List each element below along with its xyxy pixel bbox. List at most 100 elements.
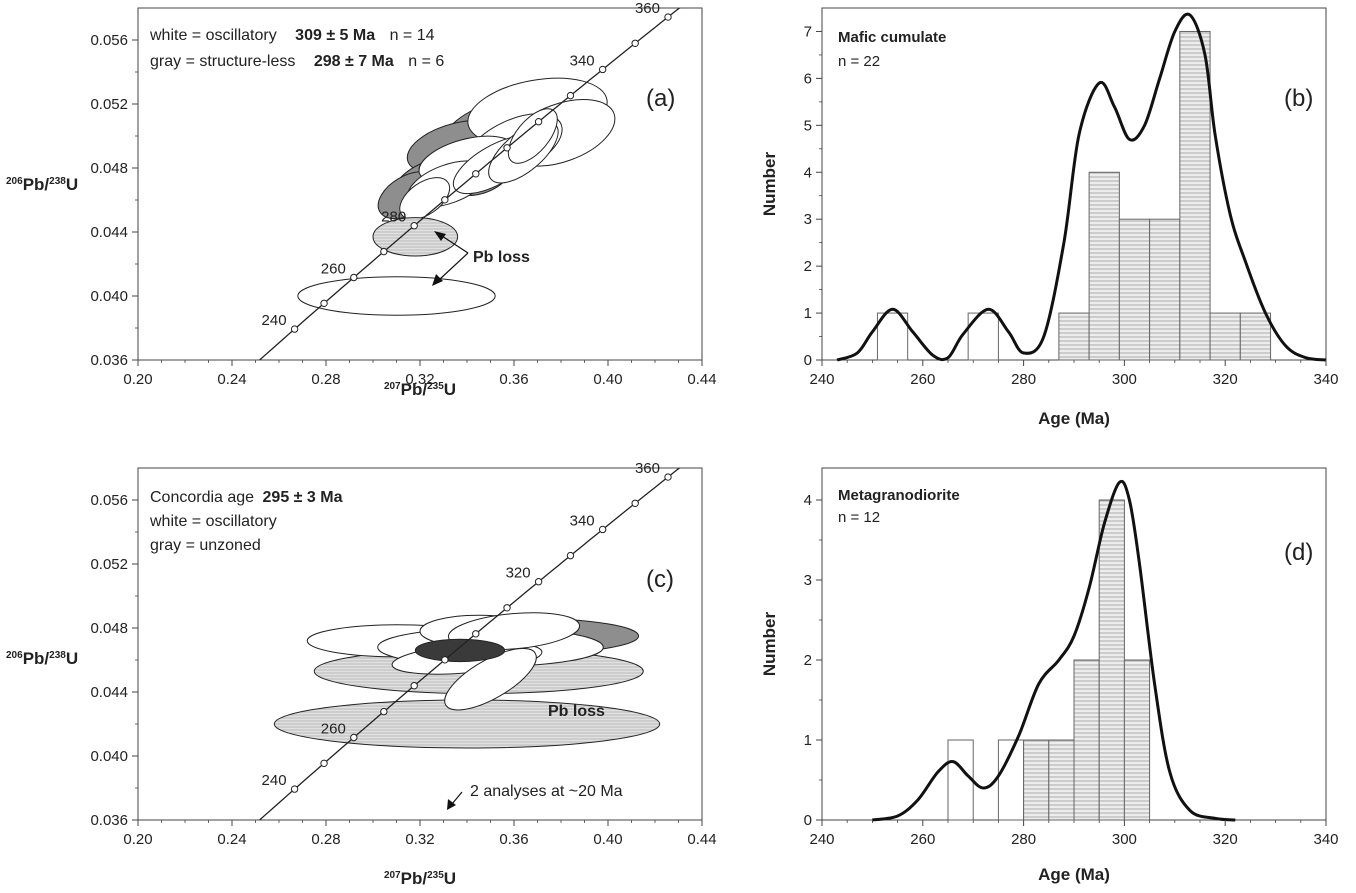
concordia-age-marker xyxy=(598,525,607,534)
x-tick-label: 300 xyxy=(1112,831,1137,848)
concordia-age-marker xyxy=(503,144,511,152)
concordia-age-marker xyxy=(290,325,299,333)
concordia-curve: 240 260 280 340 360 xyxy=(258,0,681,360)
error-ellipse xyxy=(372,217,459,257)
histogram-bar xyxy=(1209,312,1241,361)
error-ellipse xyxy=(507,108,558,164)
y-tick-label: 6 xyxy=(804,70,812,87)
y-tick-label: 4 xyxy=(804,164,812,181)
y-tick-label: 0.036 xyxy=(90,812,128,829)
sample-title: Mafic cumulate xyxy=(838,29,946,46)
y-tick-label: 3 xyxy=(804,211,812,228)
concordia-age-label: 260 xyxy=(321,260,346,277)
x-tick-label: 240 xyxy=(809,371,834,388)
bar-layer xyxy=(947,499,1151,821)
x-tick-label: 0.44 xyxy=(687,831,716,848)
histogram-bar xyxy=(1179,30,1211,361)
concordia-curve: 240 260 320 340 360 xyxy=(258,460,681,820)
x-tick-label: 300 xyxy=(1112,371,1137,388)
x-tick-label: 280 xyxy=(1011,831,1036,848)
x-tick-label: 320 xyxy=(1213,371,1238,388)
annotation-line-1: Concordia age 295 ± 3 Ma xyxy=(150,489,343,506)
concordia-age-label: 320 xyxy=(506,565,531,582)
y-tick-label: 0.052 xyxy=(90,96,128,113)
x-tick-label: 0.36 xyxy=(499,831,528,848)
x-tick-label: 0.20 xyxy=(123,831,152,848)
error-ellipse xyxy=(399,177,451,220)
x-tick-label: 340 xyxy=(1313,831,1338,848)
concordia-age-marker xyxy=(410,222,418,230)
concordia-age-label: 240 xyxy=(262,312,287,329)
y-tick-label: 7 xyxy=(804,23,812,40)
histogram-bar xyxy=(1023,739,1050,821)
histogram-bar xyxy=(1048,739,1075,821)
x-tick-label: 0.40 xyxy=(593,831,622,848)
y-tick-label: 0.056 xyxy=(90,32,128,49)
note-arrow xyxy=(447,791,463,810)
x-axis-title: Age (Ma) xyxy=(1038,409,1110,428)
x-tick-label: 0.24 xyxy=(217,371,246,388)
concordia-age-marker xyxy=(441,196,449,204)
y-tick-label: 3 xyxy=(804,572,812,589)
y-tick-label: 0.052 xyxy=(90,556,128,573)
concordia-age-marker xyxy=(664,13,672,21)
y-axis-title: 206Pb/238U xyxy=(6,175,78,194)
y-tick-label: 0 xyxy=(804,812,812,829)
probability-density-line xyxy=(836,12,1327,362)
concordia-age-marker xyxy=(503,604,511,612)
y-tick-label: 2 xyxy=(804,652,812,669)
probability-density-line xyxy=(872,479,1236,822)
error-ellipse xyxy=(414,638,506,663)
y-axis-title: Number xyxy=(760,612,779,677)
x-tick-label: 0.44 xyxy=(687,371,716,388)
y-tick-label: 4 xyxy=(804,492,812,509)
panel-label: (a) xyxy=(646,85,675,112)
histogram-b: 240 260 280 300 320 340 0 1 2 3 4 5 6 7 Mafic cumula… xyxy=(760,7,1339,428)
density-curve xyxy=(872,479,1236,822)
x-tick-label: 340 xyxy=(1313,371,1338,388)
y-tick-label: 1 xyxy=(804,732,812,749)
pb-loss-label: Pb loss xyxy=(548,703,605,720)
x-tick-label: 0.36 xyxy=(499,371,528,388)
concordia-age-marker xyxy=(534,118,543,126)
concordia-age-marker xyxy=(380,707,388,716)
histogram-bar xyxy=(947,739,974,821)
concordia-age-marker xyxy=(631,499,639,507)
concordia-age-marker xyxy=(534,578,543,586)
sample-count: n = 22 xyxy=(838,53,880,70)
histogram-bar xyxy=(1149,218,1181,361)
concordia-age-marker xyxy=(290,785,299,793)
histogram-bar xyxy=(876,312,909,361)
x-tick-label: 260 xyxy=(910,831,935,848)
x-axis-title: 207Pb/235U xyxy=(384,869,456,888)
x-tick-label: 320 xyxy=(1213,831,1238,848)
bar-layer xyxy=(876,30,1272,361)
concordia-age-marker xyxy=(350,733,358,742)
y-tick-label: 0.048 xyxy=(90,620,128,637)
concordia-age-marker xyxy=(472,170,480,178)
y-tick-label: 0.048 xyxy=(90,160,128,177)
pb-loss-label: Pb loss xyxy=(473,249,530,266)
concordia-age-label: 340 xyxy=(570,512,595,529)
x-axis-ticks: 240 260 280 300 320 340 xyxy=(809,820,1339,848)
x-tick-label: 0.28 xyxy=(311,831,340,848)
concordia-age-label: 260 xyxy=(321,720,346,737)
y-tick-label: 0.036 xyxy=(90,352,128,369)
x-tick-label: 240 xyxy=(809,831,834,848)
x-tick-label: 280 xyxy=(1011,371,1036,388)
y-tick-label: 0.044 xyxy=(90,224,128,241)
histogram-d: 240 260 280 300 320 340 0 1 2 3 4 Metagranodiorit… xyxy=(760,467,1339,884)
annotation-line-2: white = oscillatory xyxy=(149,513,277,530)
ellipse-layer xyxy=(273,612,661,749)
x-tick-label: 0.32 xyxy=(405,371,434,388)
concordia-age-marker xyxy=(566,551,575,560)
concordia-age-marker xyxy=(598,65,607,74)
histogram-bar xyxy=(1123,659,1151,821)
sample-count: n = 12 xyxy=(838,509,880,526)
y-axis-ticks: 0.036 0.040 0.044 0.048 0.052 0.056 xyxy=(90,32,138,369)
histogram-bar xyxy=(1098,499,1125,821)
concordia-age-label: 340 xyxy=(570,52,595,69)
sample-title: Metagranodiorite xyxy=(838,487,960,504)
concordia-plot-c: 240 260 320 340 360 0.20 0.24 0.28 0.32 0.36 0.40… xyxy=(6,460,717,888)
